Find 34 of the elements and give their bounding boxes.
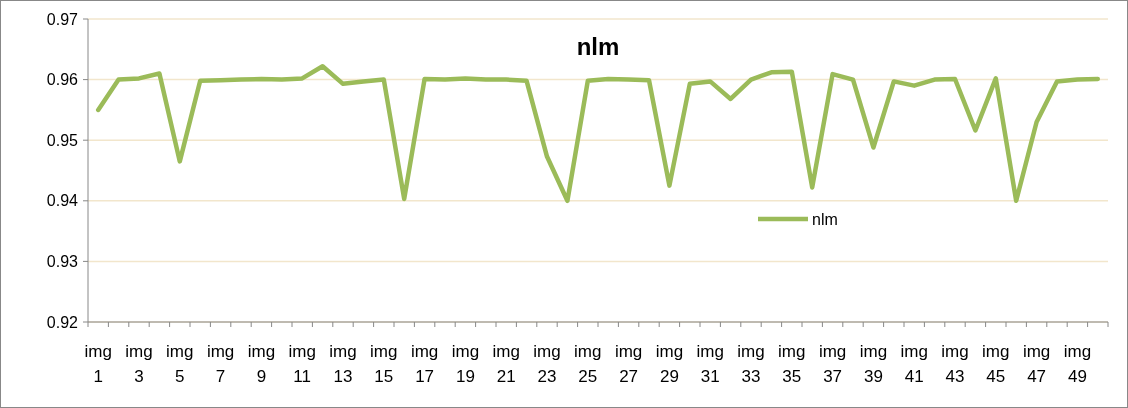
x-tick-label: img 17 bbox=[410, 342, 439, 386]
x-tick-label: img 37 bbox=[818, 342, 847, 386]
x-tick-label: img 19 bbox=[451, 342, 480, 386]
x-tick-label: img 33 bbox=[737, 342, 765, 386]
x-tick-label: img 31 bbox=[696, 342, 724, 386]
x-tick-label: img 27 bbox=[614, 342, 643, 386]
x-tick-label: img 7 bbox=[206, 342, 235, 386]
x-tick-label: img 21 bbox=[492, 342, 520, 386]
x-tick-label: img 43 bbox=[941, 342, 969, 386]
text: nlm bbox=[576, 33, 620, 60]
line-series bbox=[95, 64, 1101, 204]
x-tick-label: img 39 bbox=[859, 342, 888, 386]
x-tick-label: img 9 bbox=[247, 342, 276, 386]
x-tick-label: img 25 bbox=[574, 342, 602, 386]
y-tick-label: 0.92 bbox=[46, 313, 79, 331]
y-tick-label: 0.95 bbox=[46, 131, 79, 149]
x-tick-label: img 13 bbox=[329, 342, 357, 386]
x-tick-label: img 11 bbox=[288, 342, 316, 386]
x-tick-label: img 5 bbox=[166, 342, 194, 386]
x-tick-label: img 1 bbox=[84, 342, 112, 386]
x-tick-label: img 15 bbox=[370, 342, 398, 386]
x-tick-label: img 47 bbox=[1022, 342, 1051, 386]
y-tick-label: 0.96 bbox=[46, 71, 79, 89]
x-tick-label: img 3 bbox=[125, 342, 153, 386]
x-tick-label: img 23 bbox=[533, 342, 561, 386]
x-tick-label: img 45 bbox=[982, 342, 1010, 386]
x-tick-label: img 49 bbox=[1063, 342, 1092, 386]
y-tick-label: 0.97 bbox=[46, 10, 79, 28]
legend-label: nlm bbox=[812, 210, 838, 228]
y-tick-label: 0.94 bbox=[46, 192, 79, 210]
x-tick-label: img 41 bbox=[900, 342, 928, 386]
x-tick-label: img 35 bbox=[778, 342, 806, 386]
x-tick-label: img 29 bbox=[655, 342, 684, 386]
y-tick-label: 0.93 bbox=[46, 253, 79, 270]
